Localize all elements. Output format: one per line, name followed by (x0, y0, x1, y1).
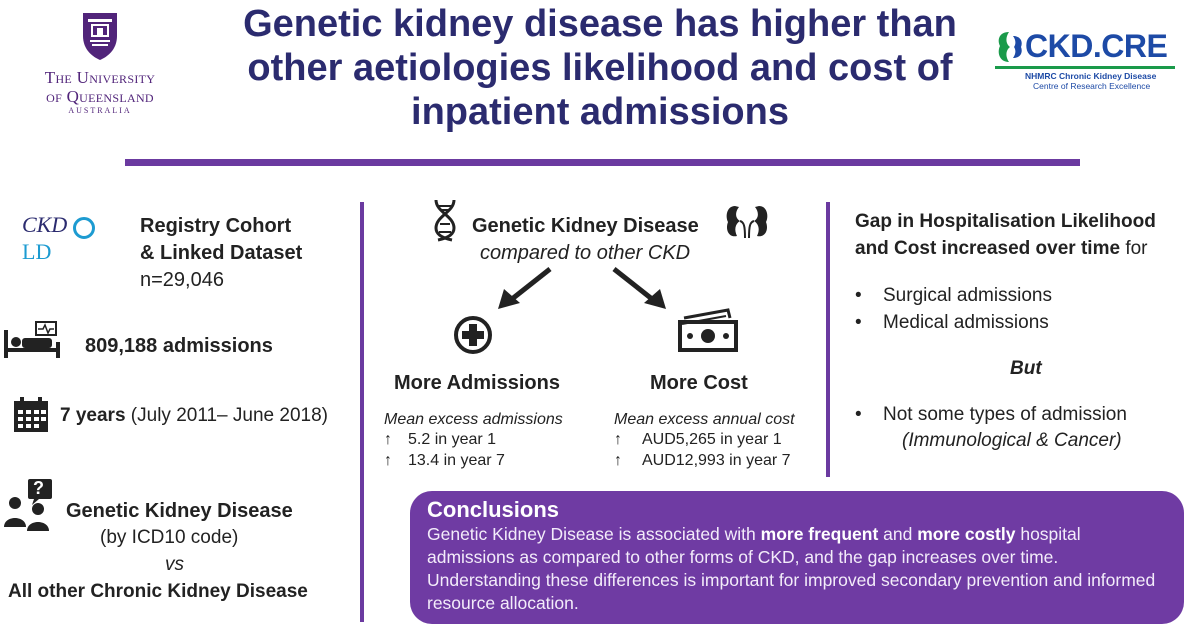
more-cost-label: More Cost (650, 372, 748, 394)
admissions-item-2-text: 13.4 in year 7 (408, 452, 505, 469)
admissions-caption: Mean excess admissions (384, 411, 563, 428)
study-range: (July 2011– June 2018) (130, 405, 328, 426)
admissions-item-1: ↑ 5.2 in year 1 (384, 431, 496, 449)
gap-heading-line2-rest: for (1120, 238, 1148, 259)
bullet-icon: • (855, 312, 862, 333)
conclusions-emphasis-costly: more costly (917, 524, 1016, 544)
gap-heading-line2-bold: and Cost increased over time (855, 238, 1121, 259)
cost-item-1: ↑ AUD5,265 in year 1 (614, 431, 782, 449)
versus-label: vs (165, 554, 184, 575)
right-column-divider (826, 202, 830, 477)
plus-circle-icon (454, 316, 492, 354)
bullet-text: Not some types of admission (883, 404, 1127, 425)
cost-item-2: ↑ AUD12,993 in year 7 (614, 452, 791, 470)
header-divider (125, 159, 1080, 166)
ckdqld-q-icon (72, 216, 95, 239)
bullet-text: Medical admissions (883, 312, 1049, 333)
registry-line2: & Linked Dataset (140, 242, 303, 264)
more-admissions-label: More Admissions (394, 372, 560, 394)
cost-item-2-text: AUD12,993 in year 7 (642, 452, 791, 469)
list-item: • Not some types of admission (855, 403, 1127, 427)
admissions-item-2: ↑ 13.4 in year 7 (384, 452, 505, 470)
conclusions-text-part1: Genetic Kidney Disease is associated wit… (427, 524, 761, 544)
bullet-text: Surgical admissions (883, 285, 1052, 306)
kidneys-icon (726, 206, 768, 239)
ckdqld-logo-text: CKD (22, 212, 68, 237)
list-item: • Medical admissions (855, 311, 1049, 335)
list-item: • Surgical admissions (855, 284, 1052, 308)
bullet-icon: • (855, 404, 862, 425)
conclusions-text-part2: and (878, 524, 918, 544)
question-mark: ? (33, 478, 44, 498)
ckd-cre-name: CKD.CRE (1025, 28, 1168, 64)
hospital-bed-icon (4, 321, 60, 358)
other-ckd-label: All other Chronic Kidney Disease (8, 581, 308, 602)
conclusions-text-part3: hospital admissions as compared to other… (427, 524, 1156, 613)
ckdqld-logo: CKD LD (22, 212, 122, 264)
ckd-cre-sub1: NHMRC Chronic Kidney Disease (1025, 71, 1157, 81)
up-arrow-icon: ↑ (614, 452, 622, 469)
gap-heading-line1: Gap in Hospitalisation Likelihood (855, 211, 1156, 232)
up-arrow-icon: ↑ (614, 431, 622, 448)
up-arrow-icon: ↑ (384, 431, 392, 448)
page-title: Genetic kidney disease has higher than o… (243, 3, 957, 133)
dna-icon (434, 199, 456, 242)
ckd-cre-logo: CKD.CRE NHMRC Chronic Kidney Disease Cen… (995, 28, 1180, 98)
gkd-label: Genetic Kidney Disease (66, 500, 293, 522)
diverging-arrows-icon (498, 267, 666, 309)
cost-item-1-text: AUD5,265 in year 1 (642, 431, 782, 448)
uq-logo: The University of Queensland AUSTRALIA (20, 8, 180, 118)
cost-caption: Mean excess annual cost (614, 411, 795, 428)
ckd-cre-sub2: Centre of Research Excellence (1033, 81, 1151, 91)
left-column-divider (360, 202, 364, 622)
money-icon (678, 308, 738, 352)
conclusions-title: Conclusions (427, 497, 560, 522)
conclusions-emphasis-frequent: more frequent (760, 524, 879, 544)
gap-heading-line2: and Cost increased over time for (855, 237, 1148, 261)
up-arrow-icon: ↑ (384, 452, 392, 469)
exception-label: (Immunological & Cancer) (902, 430, 1122, 451)
ckdqld-logo-tail: LD (22, 238, 52, 264)
uq-crest-icon (83, 13, 117, 60)
conclusions-text: Genetic Kidney Disease is associated wit… (427, 523, 1164, 615)
people-question-icon (4, 479, 52, 531)
study-years: 7 years (60, 405, 126, 426)
uq-name-line2: of Queensland (46, 87, 154, 106)
admissions-item-1-text: 5.2 in year 1 (408, 431, 497, 448)
bullet-icon: • (855, 285, 862, 306)
admissions-count: 809,188 admissions (85, 335, 273, 357)
conclusions-box: Conclusions Genetic Kidney Disease is as… (410, 491, 1184, 624)
study-period: 7 years (July 2011– June 2018) (60, 404, 328, 428)
cohort-size: n=29,046 (140, 269, 224, 291)
icd-label: (by ICD10 code) (100, 527, 239, 548)
but-label: But (1010, 358, 1042, 379)
uq-country: AUSTRALIA (68, 106, 132, 115)
center-heading: Genetic Kidney Disease (472, 215, 699, 237)
calendar-icon (14, 397, 48, 432)
uq-name-line1: The University (44, 68, 156, 87)
center-subheading: compared to other CKD (480, 242, 691, 264)
kidney-logo-icon (998, 31, 1022, 62)
registry-line1: Registry Cohort (140, 215, 292, 237)
